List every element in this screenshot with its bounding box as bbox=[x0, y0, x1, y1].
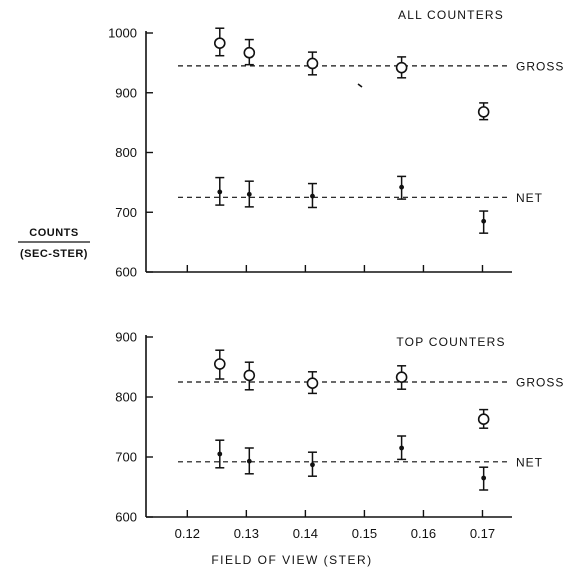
data-point bbox=[395, 365, 408, 390]
marker-filled-dot bbox=[399, 445, 405, 451]
reference-label-gross: GROSS bbox=[516, 59, 564, 73]
data-point bbox=[215, 176, 225, 206]
y-tick-label: 700 bbox=[115, 450, 137, 465]
y-axis-label-denominator: (SEC-STER) bbox=[20, 248, 88, 260]
data-point bbox=[244, 447, 254, 475]
data-point bbox=[479, 210, 489, 234]
marker-filled-dot bbox=[399, 184, 405, 190]
y-tick-label: 700 bbox=[115, 205, 137, 220]
data-point bbox=[213, 27, 226, 57]
panel-title: TOP COUNTERS bbox=[396, 335, 505, 349]
series-net: NET bbox=[178, 435, 543, 491]
reference-label-gross: GROSS bbox=[516, 376, 564, 390]
marker-filled-dot bbox=[217, 189, 223, 195]
panel-2: 600 700 800 900 0.12 0.13 0.14 0.15 0.16 0.17 TOP … bbox=[115, 330, 564, 542]
series-net: NET bbox=[178, 175, 543, 234]
panel-1: 600 700 800 900 1000 ALL COUNTERS GROSS NET bbox=[108, 8, 564, 280]
y-tick-label: 600 bbox=[115, 510, 137, 525]
data-point bbox=[477, 408, 490, 429]
marker-open-circle bbox=[306, 57, 319, 70]
data-point bbox=[215, 439, 225, 469]
x-tick-label: 0.15 bbox=[352, 526, 377, 541]
data-point bbox=[307, 182, 317, 209]
marker-open-circle bbox=[395, 61, 408, 74]
y-tick-label: 800 bbox=[115, 390, 137, 405]
data-point bbox=[307, 451, 317, 477]
marker-filled-dot bbox=[481, 218, 487, 224]
x-tick-label: 0.17 bbox=[470, 526, 495, 541]
reference-label-net: NET bbox=[516, 191, 543, 205]
x-tick-label: 0.14 bbox=[293, 526, 318, 541]
y-tick-label: 900 bbox=[115, 330, 137, 345]
data-point bbox=[244, 180, 254, 208]
x-axis-label: FIELD OF VIEW (STER) bbox=[211, 553, 372, 567]
stray-mark bbox=[357, 83, 363, 88]
marker-open-circle bbox=[213, 358, 226, 370]
series-gross: GROSS bbox=[178, 27, 564, 121]
marker-filled-dot bbox=[310, 462, 315, 468]
data-point bbox=[213, 349, 226, 380]
y-tick-label: 600 bbox=[115, 265, 137, 280]
series-gross: GROSS bbox=[178, 349, 564, 429]
panel-title: ALL COUNTERS bbox=[398, 8, 504, 22]
chart-panels: 600 700 800 900 1000 ALL COUNTERS GROSS NET 600 7… bbox=[108, 8, 564, 542]
y-tick-label: 900 bbox=[115, 85, 137, 100]
y-tick-label: 1000 bbox=[108, 26, 137, 41]
data-point bbox=[395, 56, 408, 79]
marker-open-circle bbox=[213, 37, 226, 49]
data-point bbox=[397, 175, 407, 200]
marker-filled-dot bbox=[217, 451, 223, 457]
marker-open-circle bbox=[243, 46, 256, 59]
data-point bbox=[243, 361, 256, 391]
marker-filled-dot bbox=[310, 193, 315, 199]
x-tick-label: 0.13 bbox=[234, 526, 259, 541]
marker-filled-dot bbox=[246, 458, 252, 464]
y-axis-label-numerator: COUNTS bbox=[29, 227, 78, 239]
data-point bbox=[306, 371, 319, 395]
data-point bbox=[479, 466, 489, 491]
marker-open-circle bbox=[395, 371, 408, 384]
reference-label-net: NET bbox=[516, 455, 543, 469]
marker-open-circle bbox=[477, 413, 490, 426]
marker-open-circle bbox=[306, 377, 319, 390]
x-tick-label: 0.12 bbox=[175, 526, 200, 541]
data-point bbox=[243, 38, 256, 66]
marker-open-circle bbox=[243, 369, 256, 382]
data-point bbox=[477, 102, 490, 121]
marker-open-circle bbox=[477, 106, 490, 118]
y-axis-label: COUNTS (SEC-STER) bbox=[18, 227, 90, 260]
data-point bbox=[397, 435, 407, 461]
y-tick-label: 800 bbox=[115, 145, 137, 160]
marker-filled-dot bbox=[481, 475, 487, 481]
marker-filled-dot bbox=[246, 191, 252, 197]
x-tick-label: 0.16 bbox=[411, 526, 436, 541]
data-point bbox=[306, 51, 319, 76]
